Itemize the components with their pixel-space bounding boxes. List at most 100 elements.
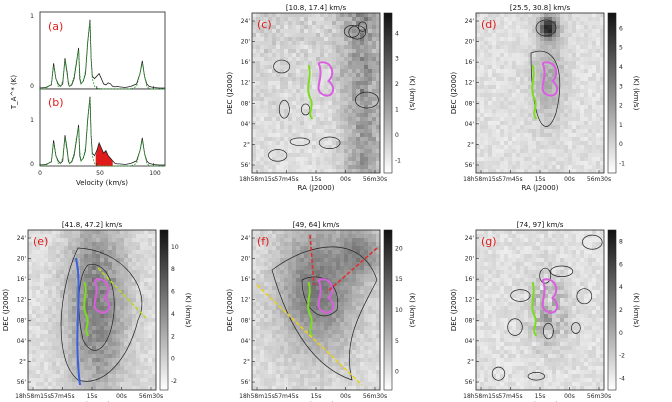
- contour-blob: [582, 234, 603, 250]
- contour-outer: [271, 246, 378, 381]
- colorbar-tick: 0: [619, 330, 623, 337]
- dec-tick-label: 12': [241, 297, 251, 304]
- spec-a-ytick-0: 0: [30, 83, 34, 90]
- panel-label: (e): [33, 235, 48, 248]
- colorbar: [383, 229, 393, 391]
- colorbar-tick: 1: [619, 122, 623, 129]
- dec-tick-label: 2°: [243, 141, 250, 148]
- ra-tick-label: 00s: [340, 176, 351, 183]
- panel-label-b: (b): [48, 96, 64, 109]
- colorbar-tick: 10: [395, 307, 403, 314]
- spectrum-group: (a) (b) 1 0 1 0 0 50 100 Velocity (km/s)…: [10, 11, 166, 187]
- spec-a-ytick-1: 1: [30, 13, 34, 20]
- dec-tick-label: 56': [465, 379, 475, 386]
- map-panels: (c) [10.8, 17.4] km/s 24' 20' 16' 12' 08' 04' 2°…: [2, 4, 640, 402]
- colorbar-tick: 6: [619, 261, 623, 268]
- dec-tick-label: 16': [241, 276, 251, 283]
- ra-tick-label: 57m45s: [498, 393, 522, 400]
- colorbar-tick: 4: [395, 30, 399, 37]
- ra-tick-label: 57m45s: [274, 393, 298, 400]
- dec-tick-label: 20': [241, 256, 251, 263]
- dec-tick-label: 2°: [19, 358, 26, 365]
- colorbar-tick: 3: [395, 56, 399, 63]
- dec-axis-label: DEC (J2000): [450, 289, 458, 332]
- dec-tick-label: 04': [465, 338, 475, 345]
- dec-tick-label: 20': [17, 256, 27, 263]
- dec-tick-label: 56': [17, 379, 27, 386]
- ra-tick-label: 18h58m15s: [15, 393, 51, 400]
- colorbar-tick: 2: [395, 81, 399, 88]
- colorbar-tick: 5: [395, 338, 399, 345]
- contour-blob: [543, 322, 554, 340]
- ra-tick-label: 56m30s: [587, 176, 611, 183]
- dec-tick-label: 04': [241, 121, 251, 128]
- dec-tick-label: 04': [465, 121, 475, 128]
- colorbar-tick: -1: [619, 160, 625, 167]
- contour-blob: [355, 91, 379, 109]
- dec-tick-label: 12': [465, 297, 475, 304]
- overlay-magenta: [317, 278, 335, 314]
- ra-tick-label: 56m30s: [139, 393, 163, 400]
- map-panel-f: (f) [49, 64] km/s 24' 20' 16' 12' 08' 04' 2° 56' 1…: [226, 221, 416, 402]
- dec-tick-label: 2°: [467, 141, 474, 148]
- map-pixels: [476, 13, 604, 173]
- spec-xtick-50: 50: [96, 170, 104, 177]
- contours: [491, 234, 603, 381]
- colorbar-label: (K) (km/s): [632, 293, 640, 328]
- spec-xtick-0: 0: [38, 170, 42, 177]
- colorbar-tick: 10: [171, 244, 179, 251]
- contour-blob: [527, 372, 546, 381]
- contour-blob: [571, 322, 581, 334]
- ra-axis-label: RA (J2000): [298, 184, 335, 192]
- colorbar-tick: 8: [619, 238, 623, 245]
- map-panel-e: (e) [41.8, 47.2] km/s 24' 20' 16' 12' 08' 04' 2°…: [2, 221, 192, 402]
- ra-tick-label: 00s: [116, 393, 127, 400]
- dec-tick-label: 08': [241, 100, 251, 107]
- spec-b-ytick-1: 1: [30, 117, 34, 124]
- overlay-green: [307, 64, 314, 120]
- contours: [268, 21, 379, 162]
- overlay-red-1: [309, 234, 315, 286]
- contour-blob: [318, 136, 341, 149]
- colorbar-tick: 5: [619, 45, 623, 52]
- ra-tick-label: 15s: [311, 393, 322, 400]
- colorbar: [607, 12, 617, 174]
- map-pixels: [28, 230, 156, 390]
- dec-tick-label: 20': [465, 256, 475, 263]
- colorbar-tick: -2: [619, 353, 625, 360]
- colorbar-tick: -1: [395, 157, 401, 164]
- colorbar-tick: 2: [171, 333, 175, 340]
- colorbar-tick: 2: [619, 103, 623, 110]
- map-panel-d: (d) [25.5, 30.8] km/s 24' 20' 16' 12' 08' 04' 2°…: [450, 4, 640, 192]
- overlay-yellow-green: [97, 267, 147, 319]
- ra-tick-label: 18h58m15s: [463, 393, 499, 400]
- dec-axis-label: DEC (J2000): [226, 72, 234, 115]
- ra-tick-label: 18h58m15s: [239, 176, 275, 183]
- dec-tick-label: 08': [465, 100, 475, 107]
- overlay-magenta: [317, 61, 335, 97]
- ra-tick-label: 15s: [87, 393, 98, 400]
- map-panel-c: (c) [10.8, 17.4] km/s 24' 20' 16' 12' 08' 04' 2°…: [226, 4, 416, 192]
- colorbar-tick: 0: [395, 132, 399, 139]
- colorbar-tick: 0: [619, 141, 623, 148]
- colorbar-tick: 3: [619, 83, 623, 90]
- spec-b-ytick-0: 0: [30, 161, 34, 168]
- ra-tick-label: 00s: [340, 393, 351, 400]
- dec-tick-label: 16': [241, 59, 251, 66]
- dec-tick-label: 12': [17, 297, 27, 304]
- dec-tick-label: 16': [17, 276, 27, 283]
- dec-tick-label: 56': [465, 162, 475, 169]
- dec-tick-label: 24': [465, 235, 475, 242]
- map-pixels: [252, 230, 380, 390]
- spec-ylabel: T_A^* (K): [10, 75, 18, 110]
- colorbar-tick: 4: [619, 284, 623, 291]
- dec-axis-label: DEC (J2000): [450, 72, 458, 115]
- colorbar-label: (K) (km/s): [408, 76, 416, 111]
- colorbar-tick: 0: [395, 369, 399, 376]
- contour-blob: [289, 137, 311, 146]
- contour-blob: [576, 288, 593, 305]
- dec-axis-label: DEC (J2000): [2, 289, 10, 332]
- panel-label: (g): [481, 235, 497, 248]
- contour-peak: [535, 19, 557, 37]
- fit-line: [39, 99, 165, 167]
